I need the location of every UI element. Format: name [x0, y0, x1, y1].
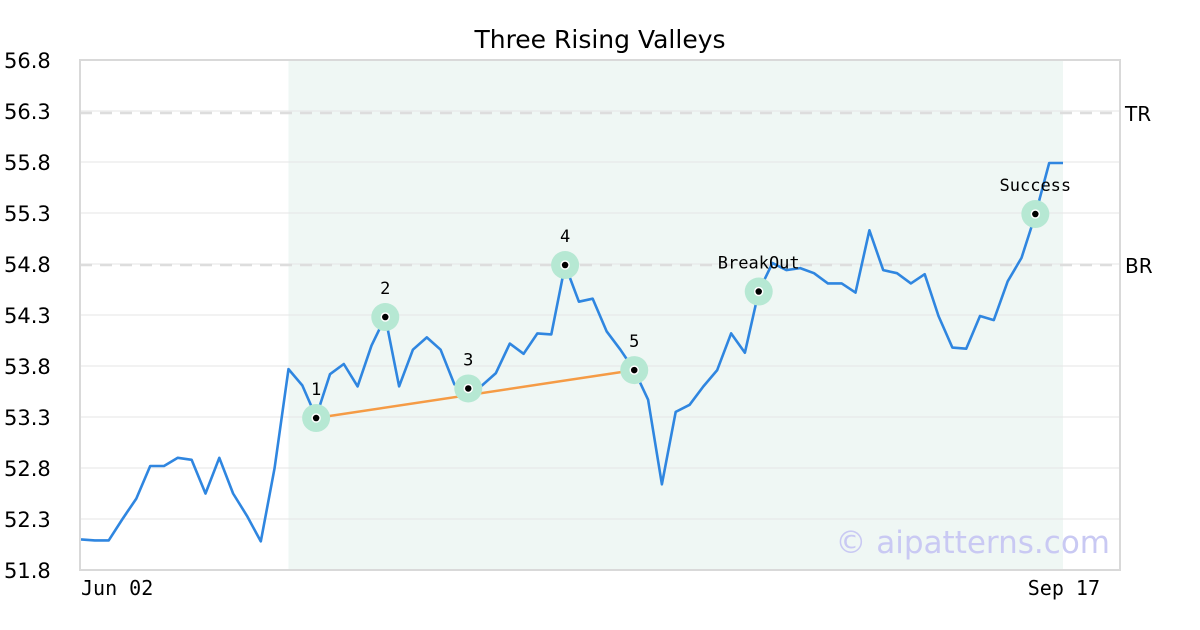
- point-marker-breakout: [753, 286, 764, 297]
- y-tick-label: 53.8: [4, 355, 51, 379]
- plot-frame: [79, 59, 1121, 571]
- price-series-line: [80, 161, 1063, 543]
- y-tick-label: 55.3: [4, 202, 51, 226]
- y-tick-label: 51.8: [4, 559, 51, 583]
- y-tick-label: 56.8: [4, 49, 51, 73]
- watermark: © aipatterns.com: [835, 525, 1110, 561]
- chart-title: Three Rising Valleys: [473, 25, 725, 54]
- x-tick-label: Jun 02: [81, 576, 153, 600]
- point-label-1: 1: [311, 380, 321, 400]
- y-tick-label: 55.8: [4, 151, 51, 175]
- y-tick-label: 56.3: [4, 100, 51, 124]
- point-label-3: 3: [463, 350, 473, 370]
- x-axis-ticks: Jun 02 Sep 17: [81, 576, 1100, 600]
- point-marker-success: [1030, 209, 1041, 219]
- point-label-breakout: BreakOut: [718, 254, 800, 274]
- point-label-5: 5: [629, 332, 639, 352]
- point-marker-1: [311, 413, 321, 423]
- y-tick-label: 52.8: [4, 457, 51, 481]
- point-marker-3: [463, 383, 474, 394]
- x-tick-label: Sep 17: [1028, 576, 1100, 600]
- point-label-4: 4: [560, 227, 570, 247]
- level-label-br: BR: [1125, 254, 1153, 278]
- level-lines: TR BR: [80, 102, 1153, 278]
- point-label-2: 2: [380, 279, 390, 299]
- y-tick-label: 52.3: [4, 508, 51, 532]
- y-tick-label: 54.8: [4, 253, 51, 277]
- y-tick-label: 53.3: [4, 406, 51, 430]
- y-tick-label: 54.3: [4, 304, 51, 328]
- point-marker-2: [380, 312, 391, 322]
- y-axis-ticks: 51.8 52.3 52.8 53.3 53.8 54.3 54.8 55.3 55.8 56.3…: [4, 49, 51, 583]
- level-label-tr: TR: [1124, 102, 1151, 126]
- pattern-points: 1 2 3 4 5 BreakOut Success: [302, 176, 1072, 433]
- point-marker-5: [629, 365, 639, 375]
- point-marker-4: [560, 260, 570, 270]
- point-label-success: Success: [1000, 176, 1072, 196]
